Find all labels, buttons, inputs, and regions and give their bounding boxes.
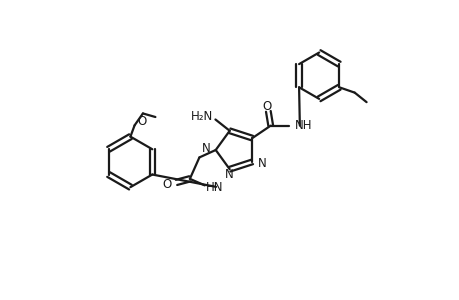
Text: N: N <box>224 168 233 181</box>
Text: O: O <box>262 100 271 113</box>
Text: O: O <box>162 178 171 191</box>
Text: N: N <box>257 157 266 169</box>
Text: HN: HN <box>206 181 223 194</box>
Text: O: O <box>137 115 146 128</box>
Text: NH: NH <box>294 118 311 131</box>
Text: N: N <box>201 142 210 155</box>
Text: H₂N: H₂N <box>190 110 213 123</box>
